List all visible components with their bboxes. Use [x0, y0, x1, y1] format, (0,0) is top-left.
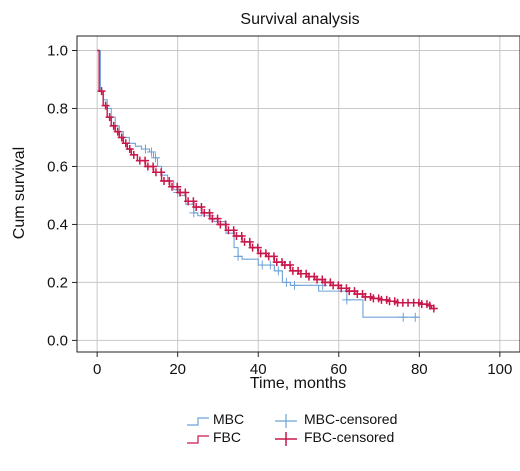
- mbc-censor-mark-6: [233, 251, 243, 261]
- y-tick-label-3: 0.6: [47, 158, 68, 175]
- fbc-censor-mark-6: [121, 139, 130, 148]
- mbc-censor-mark-11: [289, 280, 299, 290]
- fbc-survival-line: [97, 49, 436, 310]
- fbc-censor-mark-3: [109, 121, 118, 130]
- mbc-censor-mark-8: [265, 260, 275, 270]
- fbc-censor-mark-14: [157, 168, 166, 177]
- fbc-censor-mark-30: [221, 220, 230, 229]
- fbc-censor-mark-42: [269, 252, 278, 261]
- legend-label-fbc: FBC: [213, 429, 241, 445]
- fbc-censor-mark-22: [189, 197, 198, 206]
- fbc-censor-mark-5: [117, 133, 126, 142]
- fbc-censor-mark-2: [105, 113, 114, 122]
- fbc-censor-mark-34: [237, 232, 246, 241]
- fbc-censor-mark-8: [129, 150, 138, 159]
- fbc-censor-mark-0: [97, 87, 106, 96]
- legend-label-mbc: MBC: [213, 411, 244, 427]
- fbc-censor-mark-38: [253, 243, 262, 252]
- x-tick-label-1: 20: [169, 361, 186, 378]
- legend-swatch-fbc: [187, 435, 209, 444]
- fbc-censor-mark-46: [286, 261, 295, 270]
- mbc-censor-mark-9: [273, 266, 283, 276]
- legend-label-fbc-censored: FBC-censored: [304, 429, 394, 445]
- fbc-censor-mark-80: [425, 301, 434, 310]
- y-tick-label-5: 1.0: [47, 42, 68, 59]
- y-tick-label-0: 0.0: [47, 332, 68, 349]
- fbc-censor-mark-36: [245, 237, 254, 246]
- fbc-censor-mark-28: [213, 214, 222, 223]
- plot-frame: [76, 35, 520, 353]
- x-tick-label-4: 80: [411, 361, 428, 378]
- grid-lines: [77, 36, 520, 352]
- fbc-censor-mark-7: [125, 145, 134, 154]
- legend-swatch-mbc: [187, 417, 209, 426]
- y-axis-ticks: 0.0 0.2 0.4 0.6 0.8 1.0: [47, 42, 77, 349]
- legend: MBC FBC MBC-censored FBC-censored: [187, 411, 397, 446]
- x-axis-label: Time, months: [250, 375, 346, 392]
- mbc-censor-mark-10: [281, 277, 291, 287]
- x-tick-label-2: 40: [250, 361, 267, 378]
- legend-item-fbc: FBC: [187, 429, 241, 445]
- fbc-censor-mark-20: [181, 188, 190, 197]
- fbc-censor-mark-18: [173, 182, 182, 191]
- fbc-censor-mark-12: [149, 162, 158, 171]
- chart-title: Survival analysis: [240, 11, 359, 28]
- mbc-censor-mark-15: [410, 312, 420, 322]
- x-tick-label-0: 0: [93, 361, 101, 378]
- fbc-censor-mark-24: [197, 203, 206, 212]
- mbc-censor-mark-7: [257, 260, 267, 270]
- mbc-censor-mark-1: [147, 147, 156, 157]
- legend-label-mbc-censored: MBC-censored: [304, 411, 397, 427]
- mbc-censor-mark-13: [342, 295, 352, 305]
- legend-swatch-fbc-censored: [275, 432, 297, 446]
- mbc-censor-mark-14: [398, 312, 408, 322]
- y-axis-label: Cum survival: [11, 147, 28, 239]
- series-layer: [97, 49, 438, 322]
- legend-item-mbc-censored: MBC-censored: [275, 411, 397, 428]
- fbc-censor-mark-32: [229, 226, 238, 235]
- mbc-censor-mark-0: [140, 144, 150, 154]
- legend-item-fbc-censored: FBC-censored: [275, 429, 394, 446]
- y-tick-label-2: 0.4: [47, 216, 68, 233]
- fbc-censor-mark-1: [101, 101, 110, 110]
- fbc-censor-mark-81: [429, 304, 438, 313]
- legend-swatch-mbc-censored: [275, 414, 297, 428]
- fbc-censor-mark-16: [165, 176, 174, 185]
- y-tick-label-4: 0.8: [47, 100, 68, 117]
- mbc-censor-mark-4: [189, 208, 199, 218]
- x-tick-label-5: 100: [487, 361, 512, 378]
- fbc-censor-mark-4: [113, 127, 122, 136]
- x-axis-ticks: 0 20 40 60 80 100: [93, 352, 512, 378]
- fbc-censor-mark-26: [205, 208, 214, 217]
- legend-item-mbc: MBC: [187, 411, 244, 427]
- fbc-censor-mark-10: [141, 156, 150, 165]
- mbc-censor-mark-2: [151, 153, 161, 163]
- y-tick-label-1: 0.2: [47, 274, 68, 291]
- x-tick-label-3: 60: [330, 361, 347, 378]
